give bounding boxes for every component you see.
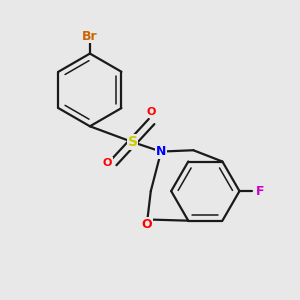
Text: O: O — [103, 158, 112, 168]
Text: O: O — [142, 218, 152, 231]
Text: N: N — [156, 145, 166, 158]
Text: Br: Br — [82, 30, 98, 43]
Text: S: S — [128, 135, 138, 149]
Text: O: O — [147, 107, 156, 117]
Text: F: F — [256, 184, 264, 198]
